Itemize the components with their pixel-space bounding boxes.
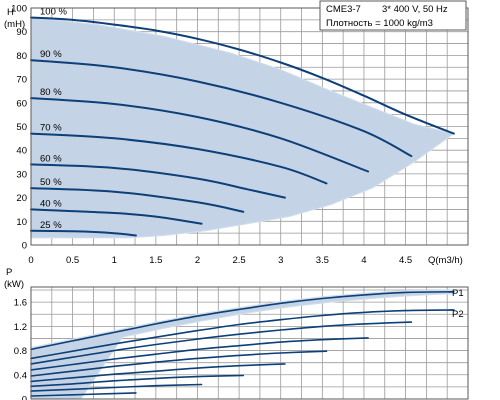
head-y-tick: 90: [16, 27, 27, 38]
power-curve-7: [30, 374, 245, 388]
head-curve-7: [30, 208, 203, 225]
head-y-tick: 70: [16, 75, 27, 86]
head-x-tick: 1: [112, 255, 117, 266]
head-x-tick-labels: 0 0.5 1 1.5 2 2.5 3 3.5 4 4.5: [28, 255, 412, 266]
head-x-tick: 2: [195, 255, 200, 266]
head-y-tick: 60: [16, 98, 27, 109]
power-chart: 0 0.4 0.8 1.2 1.6 P (kW) P1 P2: [4, 267, 469, 400]
pump-model: CME3-7: [326, 4, 361, 15]
head-y-tick-labels: 0 10 20 30 40 50 60 70 80 90 100: [11, 4, 27, 252]
head-y-tick: 0: [22, 241, 27, 252]
head-x-axis-label: Q(m3/h): [428, 255, 463, 266]
power-supply: 3* 400 V, 50 Hz: [382, 4, 448, 15]
power-curve-1: [30, 291, 455, 351]
power-y-axis-label: P: [6, 267, 12, 278]
head-x-tick: 0: [28, 255, 33, 266]
head-y-tick: 10: [16, 217, 27, 228]
power-curve-6: [30, 363, 286, 383]
power-curve-2: [30, 309, 455, 360]
head-y-tick: 100: [11, 4, 27, 15]
power-curve-5: [30, 350, 328, 377]
head-y-axis-unit: (mH): [4, 19, 25, 30]
head-curve-label-4: 70 %: [40, 123, 62, 134]
info-box: CME3-7 3* 400 V, 50 Hz Плотность = 1000 …: [319, 0, 467, 31]
head-curve-1: [30, 16, 455, 135]
head-curve-label-7: 40 %: [40, 198, 62, 209]
head-y-tick: 30: [16, 169, 27, 180]
head-curve-6: [30, 187, 245, 213]
power-operating-envelope: [30, 289, 455, 400]
head-x-tick: 2.5: [232, 255, 245, 266]
head-x-tick: 0.5: [66, 255, 79, 266]
head-y-tick: 50: [16, 122, 27, 133]
head-curves: [30, 16, 455, 237]
head-curve-label-1: 100 %: [40, 6, 67, 17]
head-x-tick: 3.5: [316, 255, 329, 266]
head-curve-8: [30, 229, 137, 237]
power-curve-3: [30, 321, 413, 365]
power-y-tick: 1.6: [14, 298, 27, 309]
head-curve-3: [30, 97, 370, 173]
head-x-tick: 4.5: [399, 255, 412, 266]
head-curve-label-5: 60 %: [40, 153, 62, 164]
power-plot-frame: [30, 286, 469, 400]
power-curves: [30, 291, 455, 397]
power-y-axis-unit: (kW): [4, 279, 24, 290]
head-y-tick: 20: [16, 193, 27, 204]
head-y-tick: 40: [16, 146, 27, 157]
head-x-tick: 4: [361, 255, 366, 266]
head-curve-label-6: 50 %: [40, 177, 62, 188]
head-curve-label-3: 80 %: [40, 87, 62, 98]
head-curve-5: [30, 163, 286, 199]
power-y-tick: 0.4: [14, 370, 27, 381]
head-curve-2: [30, 59, 413, 158]
power-curve-8: [30, 383, 203, 392]
power-curve-9: [30, 392, 137, 397]
power-y-tick: 1.2: [14, 322, 27, 333]
head-x-tick: 3: [278, 255, 283, 266]
info-box-frame: [319, 0, 467, 31]
curve-label-p2: P2: [452, 309, 464, 320]
head-x-tick: 1.5: [149, 255, 162, 266]
head-curve-labels: 100 % 90 % 80 % 70 % 60 % 50 % 40 % 25 %: [40, 6, 67, 230]
power-curve-4: [30, 337, 369, 371]
head-curve-4: [30, 132, 328, 185]
head-curve-label-8: 25 %: [40, 220, 62, 231]
head-y-axis-label: H: [7, 7, 14, 18]
head-curve-label-2: 90 %: [40, 49, 62, 60]
head-plot-frame: [30, 7, 469, 246]
head-chart: 100 %90 %80 %70 %60 %50 %40 %25 % 010203…: [4, 4, 469, 266]
fluid-density: Плотность = 1000 kg/m3: [326, 18, 433, 29]
power-y-tick: 0: [22, 395, 27, 400]
curve-label-p1: P1: [452, 288, 464, 299]
power-y-tick: 0.8: [14, 346, 27, 357]
power-y-tick-labels: 0 0.4 0.8 1.2 1.6: [14, 298, 27, 400]
head-y-tick: 80: [16, 51, 27, 62]
